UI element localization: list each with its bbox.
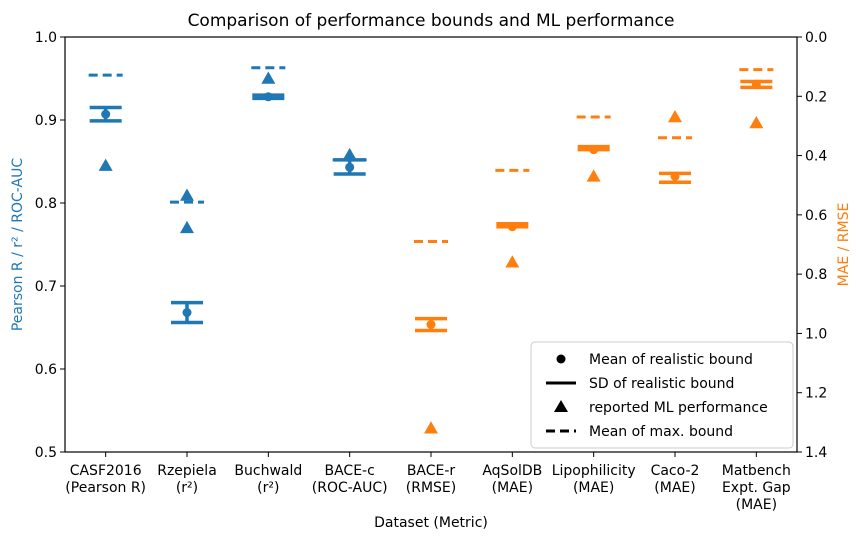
mean-realistic-mark [345, 162, 355, 172]
x-tick-label: Lipophilicity [552, 463, 636, 479]
y-axis-label-left: Pearson R / r² / ROC-AUC [10, 158, 26, 331]
x-tick-label: Caco-2 [651, 463, 700, 479]
legend-entry-label: SD of realistic bound [589, 376, 734, 392]
left-tick-label: 1.0 [35, 30, 57, 46]
x-tick-label: AqSolDB [482, 463, 542, 479]
left-tick-label: 0.8 [35, 196, 57, 212]
ml-performance-mark [424, 421, 438, 434]
x-tick-label: (MAE) [492, 480, 533, 496]
x-tick-label: Rzepiela [157, 463, 217, 479]
ml-performance-mark [180, 220, 194, 234]
chart-title: Comparison of performance bounds and ML … [188, 11, 675, 31]
ml-performance-mark [505, 255, 520, 268]
right-tick-label: 0.2 [805, 89, 827, 105]
x-tick-label: BACE-r [407, 463, 456, 479]
x-tick-label: Expt. Gap [722, 480, 791, 496]
mean-realistic-mark [589, 145, 599, 155]
x-tick-label: (r²) [257, 480, 279, 496]
x-tick-label: CASF2016 [70, 463, 142, 479]
x-tick-label: (ROC-AUC) [312, 480, 388, 496]
legend-entry-label: Mean of realistic bound [589, 352, 753, 368]
x-tick-label: BACE-c [325, 463, 375, 479]
legend-entry-label: reported ML performance [589, 400, 768, 416]
ml-performance-mark [98, 158, 113, 171]
x-tick-label: Matbench [722, 463, 791, 479]
x-axis-label: Dataset (Metric) [374, 515, 488, 531]
y-axis-label-right: MAE / RMSE [836, 203, 852, 287]
mean-realistic-mark [263, 92, 273, 102]
legend-mean-icon [556, 354, 566, 364]
x-tick-label: (MAE) [654, 480, 695, 496]
right-tick-label: 1.4 [805, 445, 827, 461]
legend-box [530, 341, 794, 449]
right-tick-label: 1.0 [805, 326, 827, 342]
left-tick-label: 0.7 [35, 279, 57, 295]
left-tick-label: 0.6 [35, 362, 57, 378]
legend-ml-icon [554, 400, 568, 412]
mean-realistic-mark [182, 308, 192, 318]
mean-realistic-mark [101, 109, 111, 119]
x-tick-label: (Pearson R) [65, 480, 146, 496]
ml-performance-mark [342, 147, 357, 161]
right-tick-label: 0.8 [805, 267, 827, 283]
ml-performance-mark [586, 169, 601, 182]
ml-performance-mark [180, 188, 194, 201]
left-tick-label: 0.5 [35, 445, 57, 461]
right-tick-label: 0.6 [805, 208, 827, 224]
x-tick-label: (MAE) [736, 497, 777, 513]
mean-realistic-mark [426, 320, 436, 330]
x-tick-label: (r²) [176, 480, 198, 496]
ml-performance-mark [749, 115, 764, 129]
right-tick-label: 0.4 [805, 149, 827, 165]
right-tick-label: 1.2 [805, 386, 827, 402]
ml-performance-mark [668, 110, 682, 123]
mean-realistic-mark [670, 171, 680, 181]
mean-realistic-mark [751, 79, 761, 89]
ml-performance-mark [261, 71, 276, 84]
x-tick-label: (RMSE) [406, 480, 456, 496]
x-tick-label: Buchwald [234, 463, 302, 479]
x-tick-label: (MAE) [573, 480, 614, 496]
right-tick-label: 0.0 [805, 30, 827, 46]
left-tick-label: 0.9 [35, 113, 57, 129]
mean-realistic-mark [507, 222, 517, 232]
legend-entry-label: Mean of max. bound [589, 424, 733, 440]
